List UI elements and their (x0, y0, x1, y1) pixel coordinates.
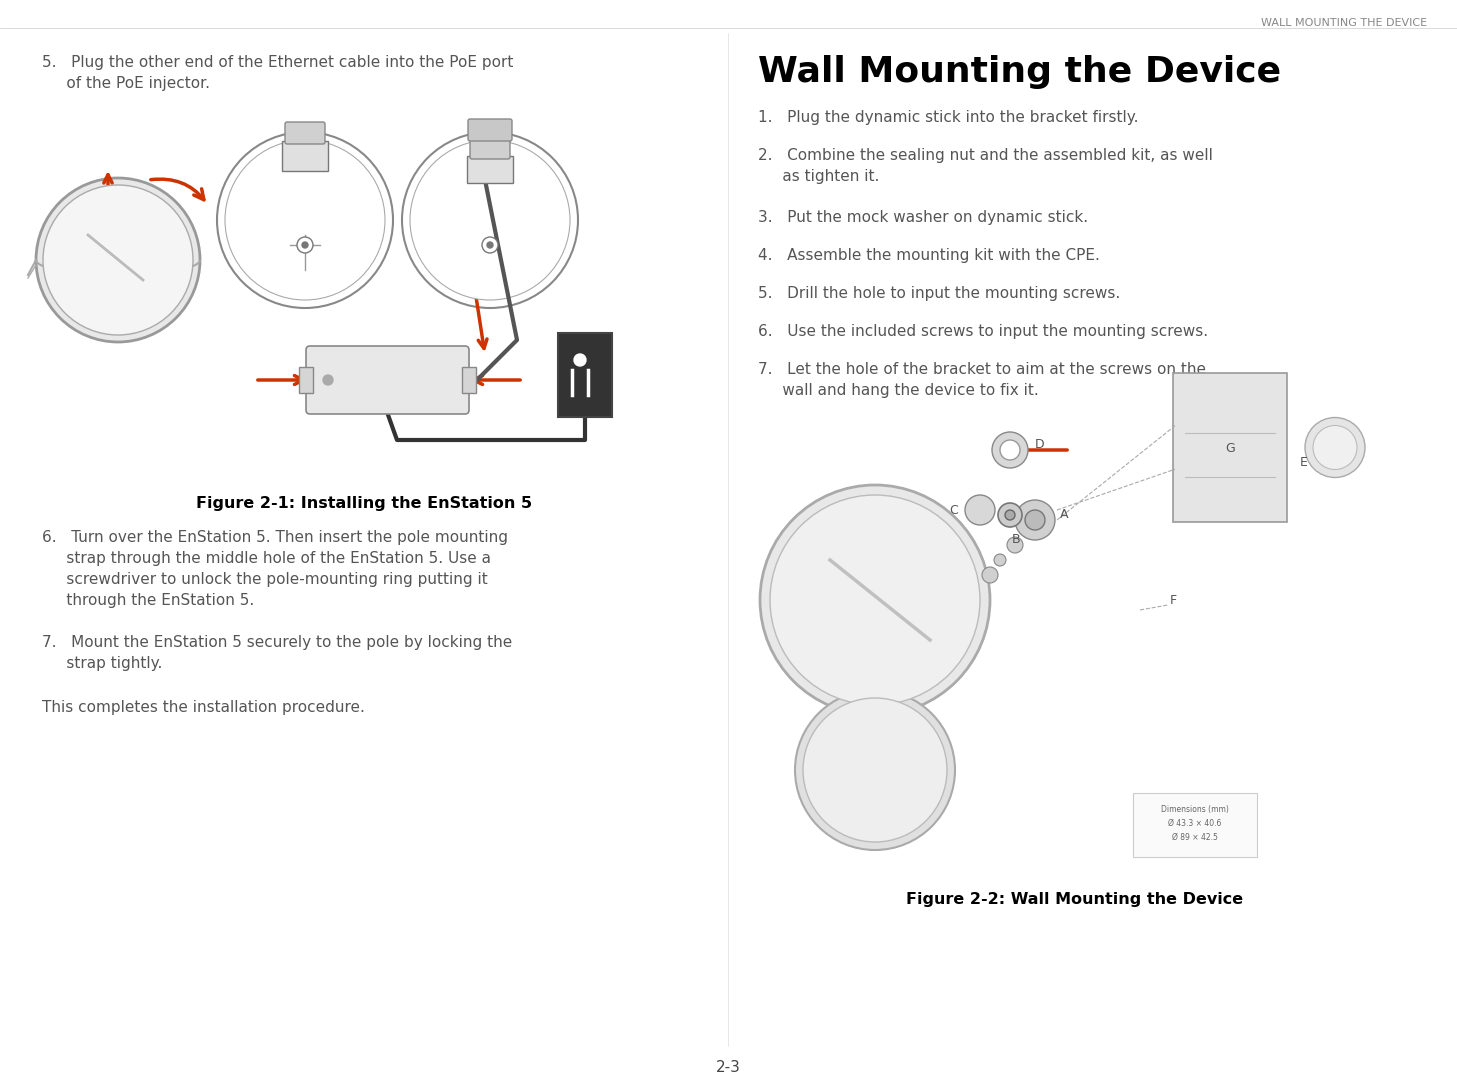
Text: strap through the middle hole of the EnStation 5. Use a: strap through the middle hole of the EnS… (42, 552, 491, 566)
Text: Dimensions (mm): Dimensions (mm) (1161, 806, 1228, 814)
Circle shape (36, 178, 200, 342)
Circle shape (761, 485, 989, 715)
Text: Figure 2-1: Installing the EnStation 5: Figure 2-1: Installing the EnStation 5 (195, 496, 532, 511)
Circle shape (1005, 510, 1016, 520)
Circle shape (994, 554, 1005, 566)
Circle shape (217, 132, 393, 308)
Text: 7.   Mount the EnStation 5 securely to the pole by locking the: 7. Mount the EnStation 5 securely to the… (42, 635, 513, 650)
Circle shape (409, 140, 570, 300)
Text: screwdriver to unlock the pole-mounting ring putting it: screwdriver to unlock the pole-mounting … (42, 572, 488, 588)
Text: F: F (1170, 593, 1177, 606)
Text: as tighten it.: as tighten it. (758, 169, 880, 184)
FancyBboxPatch shape (558, 334, 612, 417)
FancyBboxPatch shape (1134, 794, 1257, 857)
Text: WALL MOUNTING THE DEVICE: WALL MOUNTING THE DEVICE (1260, 19, 1426, 28)
Text: G: G (1225, 441, 1236, 455)
Text: through the EnStation 5.: through the EnStation 5. (42, 593, 255, 608)
Text: 2.   Combine the sealing nut and the assembled kit, as well: 2. Combine the sealing nut and the assem… (758, 148, 1212, 164)
Text: D: D (1034, 438, 1045, 451)
Text: C: C (950, 504, 959, 517)
FancyBboxPatch shape (283, 141, 328, 171)
Circle shape (482, 237, 498, 253)
Text: 2-3: 2-3 (715, 1059, 740, 1075)
Text: B: B (1011, 533, 1020, 546)
FancyBboxPatch shape (468, 156, 513, 183)
FancyBboxPatch shape (1173, 373, 1287, 522)
Circle shape (1000, 440, 1020, 460)
Circle shape (574, 354, 586, 366)
Text: Wall Mounting the Device: Wall Mounting the Device (758, 54, 1281, 89)
Circle shape (998, 502, 1021, 526)
Circle shape (224, 140, 385, 300)
Text: Figure 2-2: Wall Mounting the Device: Figure 2-2: Wall Mounting the Device (906, 892, 1244, 907)
Circle shape (1305, 417, 1365, 477)
FancyBboxPatch shape (286, 122, 325, 144)
Circle shape (796, 690, 954, 850)
Text: 7.   Let the hole of the bracket to aim at the screws on the: 7. Let the hole of the bracket to aim at… (758, 362, 1206, 377)
Text: This completes the installation procedure.: This completes the installation procedur… (42, 700, 364, 715)
FancyBboxPatch shape (468, 119, 511, 141)
Circle shape (402, 132, 578, 308)
Text: 4.   Assemble the mounting kit with the CPE.: 4. Assemble the mounting kit with the CP… (758, 249, 1100, 263)
Text: E: E (1300, 456, 1308, 469)
Circle shape (323, 375, 334, 385)
Text: strap tightly.: strap tightly. (42, 656, 162, 671)
FancyBboxPatch shape (462, 367, 476, 393)
Text: 5.   Drill the hole to input the mounting screws.: 5. Drill the hole to input the mounting … (758, 286, 1120, 301)
Text: 6.   Use the included screws to input the mounting screws.: 6. Use the included screws to input the … (758, 324, 1208, 339)
Circle shape (297, 237, 313, 253)
Circle shape (44, 185, 192, 335)
Circle shape (1007, 537, 1023, 553)
Circle shape (992, 432, 1029, 468)
FancyBboxPatch shape (471, 137, 510, 159)
Text: Ø 89 × 42.5: Ø 89 × 42.5 (1171, 833, 1218, 841)
Circle shape (1313, 425, 1356, 470)
Circle shape (302, 242, 307, 249)
Text: 3.   Put the mock washer on dynamic stick.: 3. Put the mock washer on dynamic stick. (758, 210, 1088, 225)
Text: 5.   Plug the other end of the Ethernet cable into the PoE port: 5. Plug the other end of the Ethernet ca… (42, 54, 513, 70)
Text: Ø 43.3 × 40.6: Ø 43.3 × 40.6 (1169, 819, 1221, 828)
FancyBboxPatch shape (306, 346, 469, 414)
Circle shape (982, 567, 998, 583)
Text: 6.   Turn over the EnStation 5. Then insert the pole mounting: 6. Turn over the EnStation 5. Then inser… (42, 530, 508, 545)
Circle shape (965, 495, 995, 525)
Circle shape (1026, 510, 1045, 530)
Circle shape (803, 698, 947, 841)
FancyBboxPatch shape (299, 367, 313, 393)
Text: of the PoE injector.: of the PoE injector. (42, 76, 210, 90)
Circle shape (487, 242, 492, 249)
Circle shape (769, 495, 981, 705)
Text: A: A (1061, 509, 1068, 521)
Text: wall and hang the device to fix it.: wall and hang the device to fix it. (758, 383, 1039, 398)
Circle shape (1016, 500, 1055, 540)
Text: 1.   Plug the dynamic stick into the bracket firstly.: 1. Plug the dynamic stick into the brack… (758, 110, 1138, 125)
